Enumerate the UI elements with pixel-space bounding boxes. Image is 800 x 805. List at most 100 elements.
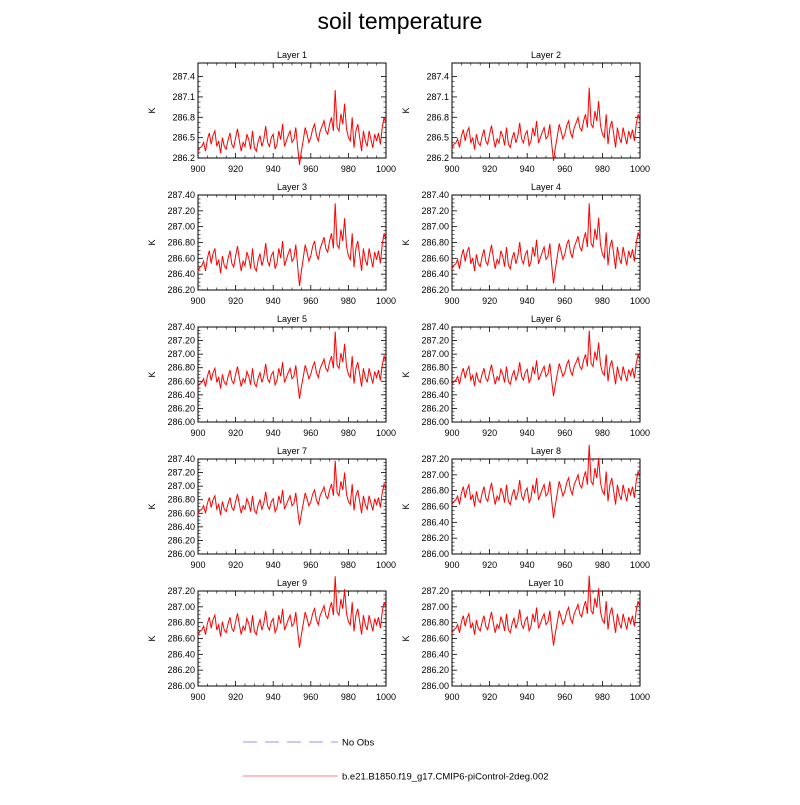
x-tick-label: 940 — [266, 692, 281, 702]
y-tick-label: 287.40 — [167, 454, 195, 464]
y-tick-label: 286.40 — [421, 390, 449, 400]
x-tick-label: 940 — [266, 164, 281, 174]
y-tick-label: 286.80 — [421, 618, 449, 628]
plot-frame — [197, 590, 387, 687]
series-line — [451, 330, 641, 397]
y-axis-label: K — [401, 107, 411, 113]
legend-label: b.e21.B1850.f19_g17.CMIP6-piControl-2deg… — [342, 772, 549, 783]
series-line — [451, 203, 641, 284]
y-tick-label: 286.00 — [421, 549, 449, 559]
y-tick-label: 287.20 — [167, 586, 195, 596]
x-tick-label: 920 — [228, 560, 243, 570]
x-tick-label: 900 — [190, 164, 205, 174]
plot-frame — [197, 326, 387, 423]
x-tick-label: 980 — [595, 164, 610, 174]
legend-label: No Obs — [342, 738, 374, 749]
panel-title: Layer 10 — [528, 578, 563, 588]
x-tick-label: 960 — [303, 296, 318, 306]
y-tick-label: 287.4 — [172, 72, 195, 82]
y-tick-label: 286.20 — [421, 285, 449, 295]
y-tick-label: 287.40 — [421, 190, 449, 200]
x-tick-label: 900 — [444, 692, 459, 702]
x-tick-label: 1000 — [630, 296, 650, 306]
panel-10: Layer 10 900 920 940 960 980 1000 286.00 286.20 2… — [401, 575, 650, 702]
y-tick-label: 286.60 — [421, 253, 449, 263]
x-tick-label: 980 — [341, 428, 356, 438]
series-line — [451, 575, 641, 646]
y-axis-label: K — [147, 239, 157, 245]
y-tick-label: 287.40 — [167, 322, 195, 332]
x-tick-label: 980 — [595, 560, 610, 570]
y-tick-label: 286.40 — [167, 390, 195, 400]
panel-9: Layer 9 900 920 940 960 980 1000 286.00 286.20 28… — [147, 576, 396, 702]
panel-3: Layer 3 900 920 940 960 980 1000 286.20 286.40 28… — [147, 182, 396, 306]
y-tick-label: 286.60 — [167, 376, 195, 386]
y-tick-label: 287.00 — [167, 481, 195, 491]
y-tick-label: 286.00 — [421, 681, 449, 691]
y-tick-label: 286.80 — [167, 495, 195, 505]
y-tick-label: 287.00 — [421, 602, 449, 612]
y-axis-label: K — [147, 107, 157, 113]
y-tick-label: 287.1 — [426, 92, 449, 102]
y-tick-label: 287.00 — [167, 349, 195, 359]
x-tick-label: 980 — [595, 296, 610, 306]
x-tick-label: 900 — [190, 296, 205, 306]
x-tick-label: 960 — [303, 428, 318, 438]
y-tick-label: 287.20 — [421, 336, 449, 346]
y-tick-label: 286.00 — [167, 681, 195, 691]
y-tick-label: 287.00 — [167, 222, 195, 232]
series-line — [451, 87, 641, 161]
x-tick-label: 1000 — [630, 428, 650, 438]
x-tick-label: 900 — [190, 428, 205, 438]
x-tick-label: 960 — [557, 164, 572, 174]
x-tick-label: 960 — [303, 164, 318, 174]
x-tick-label: 920 — [482, 296, 497, 306]
x-tick-label: 920 — [482, 560, 497, 570]
x-tick-label: 960 — [303, 560, 318, 570]
panel-5: Layer 5 900 920 940 960 980 1000 286.00 286.20 28… — [147, 314, 396, 438]
y-tick-label: 287.40 — [167, 190, 195, 200]
y-tick-label: 286.40 — [421, 649, 449, 659]
y-tick-label: 286.40 — [421, 269, 449, 279]
y-axis-label: K — [401, 239, 411, 245]
y-tick-label: 286.2 — [172, 153, 195, 163]
y-tick-label: 286.60 — [167, 253, 195, 263]
panel-title: Layer 7 — [277, 446, 307, 456]
panel-title: Layer 6 — [531, 314, 561, 324]
x-tick-label: 900 — [444, 164, 459, 174]
legend: No Obs b.e21.B1850.f19_g17.CMIP6-piContro… — [243, 738, 549, 783]
x-tick-label: 980 — [341, 164, 356, 174]
x-tick-label: 920 — [228, 164, 243, 174]
y-tick-label: 286.20 — [167, 665, 195, 675]
y-tick-label: 286.80 — [167, 238, 195, 248]
y-tick-label: 287.00 — [167, 602, 195, 612]
y-tick-label: 286.20 — [167, 403, 195, 413]
panel-2: Layer 2 900 920 940 960 980 1000 286.2 286.5 286.… — [401, 50, 650, 174]
y-tick-label: 286.40 — [167, 522, 195, 532]
y-tick-label: 286.60 — [421, 376, 449, 386]
y-tick-label: 286.20 — [421, 533, 449, 543]
y-tick-label: 286.20 — [421, 665, 449, 675]
x-tick-label: 940 — [520, 164, 535, 174]
y-tick-label: 286.8 — [172, 112, 195, 122]
y-tick-label: 287.20 — [421, 206, 449, 216]
y-tick-label: 286.20 — [421, 403, 449, 413]
x-tick-label: 920 — [228, 296, 243, 306]
y-tick-label: 286.60 — [421, 502, 449, 512]
y-axis-label: K — [401, 635, 411, 641]
x-tick-label: 900 — [444, 428, 459, 438]
panel-title: Layer 3 — [277, 182, 307, 192]
plot-frame — [197, 458, 387, 555]
y-tick-label: 286.40 — [421, 517, 449, 527]
x-tick-label: 1000 — [376, 296, 396, 306]
y-tick-label: 286.00 — [421, 417, 449, 427]
y-tick-label: 286.40 — [167, 269, 195, 279]
x-tick-label: 940 — [266, 428, 281, 438]
x-tick-label: 900 — [444, 560, 459, 570]
x-tick-label: 960 — [557, 560, 572, 570]
x-tick-label: 940 — [520, 560, 535, 570]
y-axis-label: K — [401, 371, 411, 377]
plot-frame — [451, 458, 641, 555]
x-tick-label: 1000 — [630, 164, 650, 174]
x-tick-label: 920 — [228, 692, 243, 702]
